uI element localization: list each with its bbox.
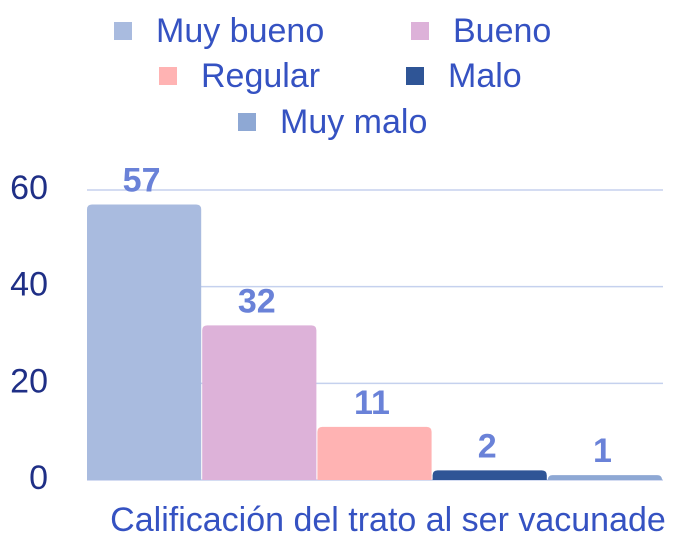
legend-swatch — [406, 67, 424, 85]
x-tick-label: Calificación del trato al ser vacunade — [110, 501, 666, 536]
bar — [87, 204, 202, 480]
bar — [317, 426, 432, 480]
data-label: 57 — [123, 161, 161, 199]
bar — [432, 470, 547, 480]
legend-label: Muy bueno — [156, 12, 324, 50]
bar — [202, 325, 317, 480]
legend-label: Bueno — [453, 12, 551, 50]
legend-swatch — [114, 22, 132, 40]
data-label: 32 — [238, 282, 276, 320]
legend-swatch — [411, 22, 429, 40]
data-label: 11 — [354, 384, 390, 422]
data-label: 2 — [478, 427, 497, 465]
data-label: 1 — [593, 432, 612, 470]
bar — [547, 475, 662, 480]
y-tick-label: 40 — [10, 266, 48, 304]
y-tick-label: 0 — [29, 459, 48, 497]
legend-label: Regular — [201, 57, 320, 95]
y-tick-label: 60 — [10, 169, 48, 207]
y-tick-label: 20 — [10, 362, 48, 400]
legend-swatch — [159, 67, 177, 85]
legend-label: Malo — [448, 57, 522, 95]
legend-swatch — [238, 113, 256, 131]
legend-label: Muy malo — [280, 103, 427, 141]
